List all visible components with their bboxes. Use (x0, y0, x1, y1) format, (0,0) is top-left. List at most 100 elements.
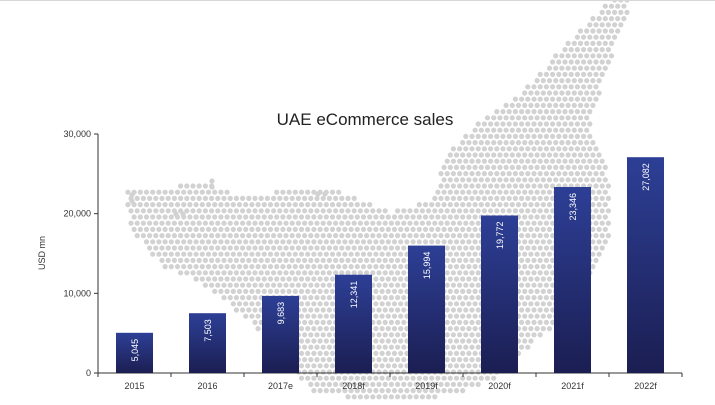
map-dot (329, 313, 336, 319)
map-dot (382, 381, 388, 387)
map-dot (506, 195, 512, 201)
map-dot (147, 245, 153, 251)
map-dot (376, 307, 382, 313)
map-dot (376, 233, 382, 239)
map-dot (382, 220, 388, 226)
map-dot (546, 127, 553, 133)
map-dot (550, 171, 556, 177)
map-dot (370, 394, 376, 400)
map-dot (593, 220, 599, 226)
map-dot (156, 226, 162, 232)
map-dot (581, 84, 587, 90)
map-dot (478, 375, 484, 381)
map-dot (233, 195, 239, 201)
map-dot (224, 251, 230, 257)
map-dot (128, 208, 134, 214)
map-dot (391, 276, 398, 282)
map-dot (546, 326, 553, 332)
map-dot (506, 183, 512, 189)
map-dot (342, 264, 348, 270)
map-dot (236, 239, 243, 245)
map-dot (444, 307, 450, 313)
map-dot (224, 214, 230, 220)
map-dot (395, 233, 401, 239)
map-dot (159, 220, 165, 226)
map-dot (450, 332, 456, 338)
map-dot (364, 381, 370, 387)
map-dot (556, 71, 562, 77)
map-dot (382, 257, 388, 263)
map-dot (171, 233, 177, 239)
map-dot (556, 121, 562, 127)
map-dot (360, 226, 367, 232)
map-dot (236, 251, 243, 257)
map-dot (463, 332, 469, 338)
map-dot (528, 226, 534, 232)
map-dot (199, 202, 205, 208)
map-dot (280, 202, 286, 208)
map-dot (475, 344, 481, 350)
map-dot (515, 102, 522, 108)
map-dot (243, 202, 249, 208)
map-dot (602, 239, 608, 245)
map-dot (255, 251, 261, 257)
map-dot (519, 109, 525, 115)
map-dot (258, 282, 264, 288)
map-dot (271, 270, 277, 276)
map-dot (565, 177, 571, 183)
map-dot (543, 282, 550, 288)
map-dot (463, 257, 469, 263)
map-dot (308, 357, 314, 363)
map-dot (522, 226, 528, 232)
map-dot (562, 96, 568, 102)
map-dot (525, 332, 531, 338)
map-dot (336, 375, 342, 381)
map-dot (271, 220, 277, 226)
map-dot (286, 226, 292, 232)
map-dot (311, 214, 317, 220)
map-dot (522, 326, 528, 332)
map-dot (491, 127, 497, 133)
map-dot (435, 226, 441, 232)
map-dot (457, 171, 463, 177)
map-dot (531, 282, 537, 288)
map-dot (426, 208, 432, 214)
map-dot (503, 152, 509, 158)
map-dot (426, 381, 432, 387)
map-dot (475, 295, 481, 301)
map-dot (581, 71, 587, 77)
map-dot (277, 257, 283, 263)
map-dot (481, 133, 487, 139)
map-dot (187, 251, 193, 257)
map-dot (320, 257, 326, 263)
map-dot (506, 133, 512, 139)
map-dot (267, 276, 274, 282)
map-dot (388, 307, 394, 313)
map-dot (252, 208, 258, 214)
map-dot (150, 189, 156, 195)
map-dot (385, 276, 391, 282)
map-dot (246, 233, 252, 239)
map-dot (475, 146, 481, 152)
map-dot (218, 202, 224, 208)
map-dot (543, 295, 550, 301)
map-dot (435, 214, 441, 220)
map-dot (388, 332, 394, 338)
map-dot (553, 140, 559, 146)
map-dot (261, 288, 267, 294)
map-dot (302, 282, 308, 288)
map-dot (398, 326, 404, 332)
map-dot (395, 208, 401, 214)
map-dot (329, 388, 336, 394)
map-dot (302, 307, 308, 313)
map-dot (447, 276, 453, 282)
map-dot (249, 288, 255, 294)
map-dot (193, 264, 199, 270)
map-dot (577, 102, 584, 108)
map-dot (323, 338, 329, 344)
map-dot (367, 226, 373, 232)
map-dot (460, 164, 466, 170)
map-dot (584, 78, 590, 84)
map-dot (512, 195, 519, 201)
map-dot (385, 214, 391, 220)
